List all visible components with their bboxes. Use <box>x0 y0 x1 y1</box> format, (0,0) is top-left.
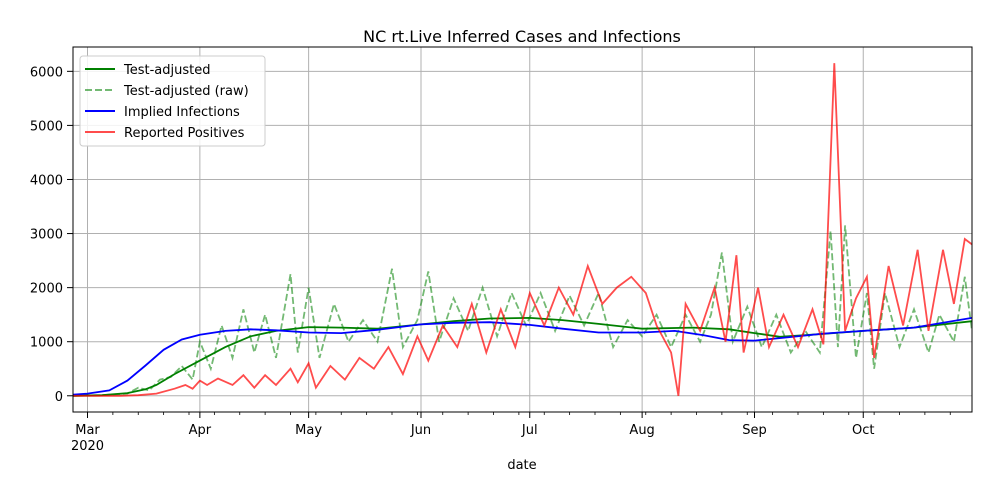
legend: Test-adjusted Test-adjusted (raw) Implied … <box>79 55 266 147</box>
legend-label: Test-adjusted (raw) <box>123 84 249 99</box>
series-line <box>73 317 972 396</box>
legend-label: Reported Positives <box>124 126 245 141</box>
x-tick-label: Jul <box>521 423 538 438</box>
y-tick-label: 0 <box>55 390 63 405</box>
plot-series <box>73 63 972 397</box>
y-tick-label: 3000 <box>30 228 63 243</box>
y-tick-label: 1000 <box>30 336 63 351</box>
x-year-label: 2020 <box>71 439 104 454</box>
legend-label: Test-adjusted <box>123 63 210 78</box>
x-tick-label: May <box>295 423 322 438</box>
x-tick-label: Jun <box>410 423 431 438</box>
legend-box <box>79 55 266 147</box>
x-axis-label: date <box>507 458 536 473</box>
series-line <box>73 225 972 397</box>
x-tick-label: Sep <box>742 423 767 438</box>
y-tick-label: 5000 <box>30 119 63 134</box>
legend-label: Implied Infections <box>124 105 240 120</box>
series-line <box>73 63 972 397</box>
x-tick-label: Oct <box>852 423 874 438</box>
x-tick-label: Apr <box>189 423 212 438</box>
x-tick-label: Aug <box>629 423 654 438</box>
y-tick-label: 2000 <box>30 282 63 297</box>
y-tick-label: 4000 <box>30 173 63 188</box>
chart-title: NC rt.Live Inferred Cases and Infections <box>363 27 681 46</box>
plot-frame <box>72 46 973 413</box>
x-tick-label: Mar <box>75 423 100 438</box>
y-tick-label: 6000 <box>30 65 63 80</box>
